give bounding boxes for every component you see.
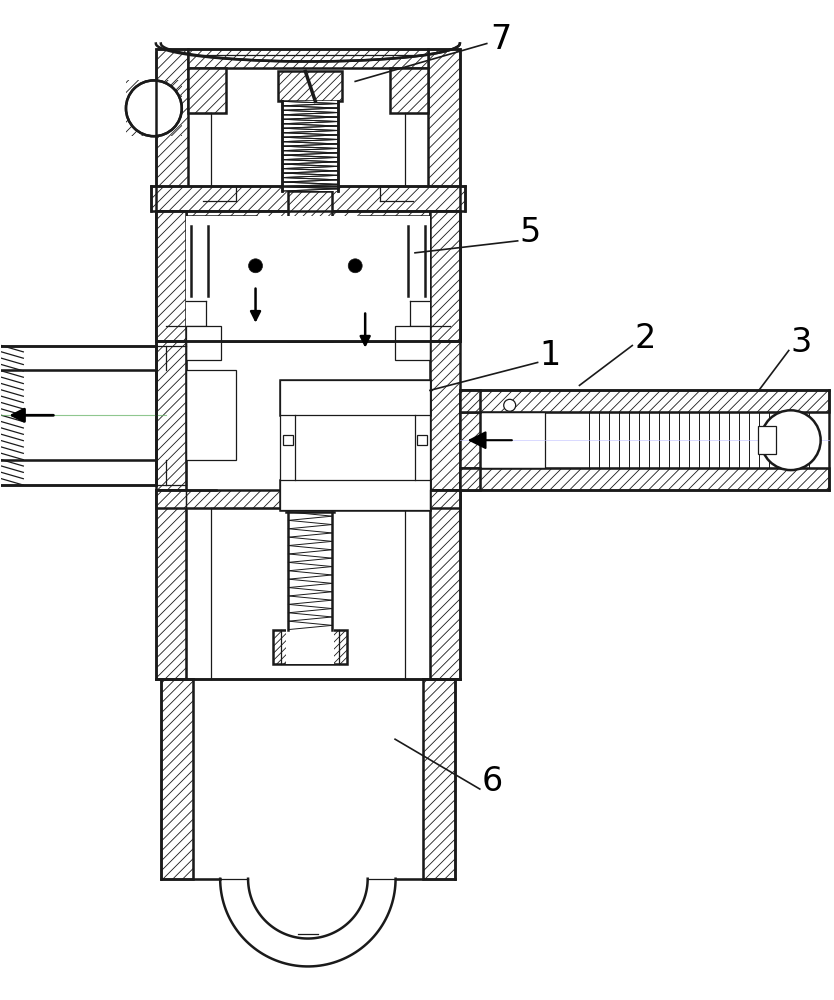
Polygon shape: [758, 426, 776, 454]
Polygon shape: [156, 211, 460, 341]
Polygon shape: [460, 390, 829, 412]
Polygon shape: [188, 49, 428, 68]
Polygon shape: [156, 49, 188, 206]
Polygon shape: [289, 191, 332, 341]
Polygon shape: [279, 71, 342, 101]
Circle shape: [504, 399, 515, 411]
Text: 3: 3: [791, 326, 812, 359]
Polygon shape: [430, 211, 460, 341]
Polygon shape: [428, 49, 460, 206]
Polygon shape: [460, 412, 480, 468]
Polygon shape: [423, 679, 455, 879]
Polygon shape: [460, 468, 480, 490]
Text: 1: 1: [540, 339, 560, 372]
Polygon shape: [280, 380, 430, 510]
Polygon shape: [161, 679, 193, 879]
Polygon shape: [156, 211, 186, 341]
Polygon shape: [460, 468, 829, 490]
Polygon shape: [156, 490, 186, 679]
Polygon shape: [286, 512, 334, 664]
Text: 6: 6: [482, 765, 503, 798]
Circle shape: [761, 410, 821, 470]
Polygon shape: [188, 68, 226, 113]
Polygon shape: [460, 412, 545, 468]
Polygon shape: [274, 630, 347, 664]
Polygon shape: [280, 480, 430, 510]
Polygon shape: [186, 326, 221, 360]
Circle shape: [349, 259, 362, 273]
Polygon shape: [395, 326, 430, 360]
Polygon shape: [151, 186, 465, 211]
Polygon shape: [460, 390, 480, 412]
Circle shape: [126, 80, 182, 136]
Polygon shape: [156, 341, 186, 490]
Polygon shape: [186, 216, 430, 341]
Polygon shape: [186, 370, 236, 460]
Polygon shape: [390, 68, 428, 113]
Circle shape: [249, 259, 263, 273]
Text: 5: 5: [520, 216, 541, 249]
Polygon shape: [283, 101, 339, 191]
Polygon shape: [156, 490, 460, 508]
Polygon shape: [280, 380, 430, 415]
Text: 2: 2: [635, 322, 656, 355]
Bar: [284, 435, 294, 445]
Polygon shape: [430, 490, 460, 679]
Polygon shape: [360, 216, 430, 301]
Polygon shape: [430, 211, 460, 341]
Bar: [417, 435, 427, 445]
Polygon shape: [156, 211, 186, 341]
Polygon shape: [186, 216, 255, 301]
Polygon shape: [430, 341, 460, 490]
Text: 7: 7: [490, 23, 511, 56]
